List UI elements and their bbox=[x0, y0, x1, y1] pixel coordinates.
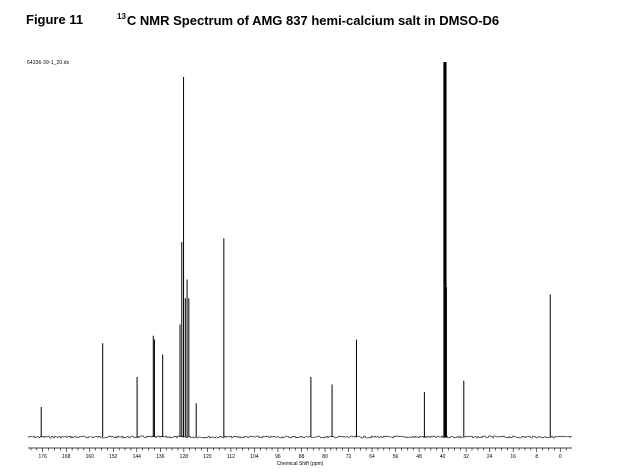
x-tick-label: 56 bbox=[393, 454, 399, 460]
x-tick-label: 96 bbox=[275, 454, 281, 460]
x-tick-label: 64 bbox=[369, 454, 375, 460]
x-tick-label: 16 bbox=[510, 454, 516, 460]
x-tick-label: 88 bbox=[299, 454, 305, 460]
x-axis-label: Chemical Shift (ppm) bbox=[277, 461, 324, 467]
x-tick-label: 176 bbox=[39, 454, 48, 460]
x-tick-label: 104 bbox=[250, 454, 259, 460]
x-tick-label: 168 bbox=[62, 454, 71, 460]
x-tick-label: 24 bbox=[487, 454, 493, 460]
x-tick-label: 144 bbox=[133, 454, 142, 460]
x-tick-label: 48 bbox=[416, 454, 422, 460]
spectrum-group bbox=[27, 62, 573, 439]
x-tick-label: 80 bbox=[322, 454, 328, 460]
x-tick-label: 120 bbox=[203, 454, 212, 460]
x-tick-label: 0 bbox=[559, 454, 562, 460]
spectrum-baseline bbox=[27, 435, 573, 439]
title-superscript: 13 bbox=[117, 12, 126, 21]
x-tick-label: 136 bbox=[156, 454, 165, 460]
x-tick-label: 160 bbox=[86, 454, 95, 460]
figure-title: 13C NMR Spectrum of AMG 837 hemi-calcium… bbox=[117, 12, 499, 28]
x-tick-label: 128 bbox=[180, 454, 189, 460]
x-tick-label: 112 bbox=[227, 454, 235, 460]
title-text: C NMR Spectrum of AMG 837 hemi-calcium s… bbox=[126, 13, 500, 28]
x-tick-label: 152 bbox=[109, 454, 118, 460]
x-tick-label: 40 bbox=[440, 454, 446, 460]
x-tick-label: 8 bbox=[535, 454, 538, 460]
x-tick-label: 32 bbox=[463, 454, 469, 460]
x-tick-label: 72 bbox=[346, 454, 352, 460]
x-axis: 176 168 160 152 144 136 128 120 112 104 96 88 80 72 64… bbox=[28, 447, 572, 460]
figure-label: Figure 11 bbox=[26, 12, 84, 27]
file-identifier: 64336-39-1_20.dx bbox=[27, 60, 70, 66]
